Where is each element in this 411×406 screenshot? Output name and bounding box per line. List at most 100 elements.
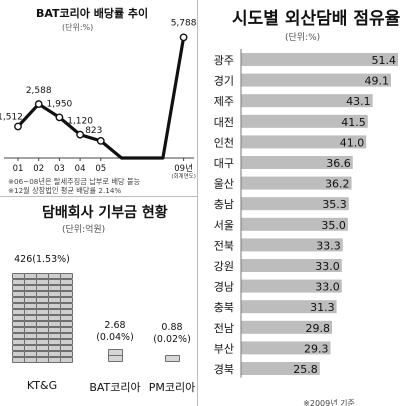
dividend-chart-title: BAT코리아 배당률 추이 bbox=[36, 7, 149, 20]
money-bundle bbox=[60, 321, 73, 327]
share-chart-unit: (단위:%) bbox=[285, 33, 321, 43]
share-bar bbox=[241, 197, 349, 211]
share-value-label: 41.0 bbox=[340, 136, 365, 149]
share-category-label: 강원 bbox=[214, 260, 234, 273]
pmkorea-company-label: PM코리아 bbox=[148, 381, 196, 394]
dividend-note-1: ※06~08년은 탈세추징금 납부로 배당 불능 bbox=[8, 177, 141, 186]
money-bundle bbox=[60, 357, 73, 363]
share-value-label: 25.8 bbox=[293, 363, 318, 376]
share-value-label: 35.0 bbox=[321, 219, 346, 232]
money-bundle bbox=[60, 309, 73, 315]
dividend-value-label: 2,588 bbox=[26, 86, 52, 96]
dividend-point bbox=[179, 33, 188, 42]
share-category-label: 경북 bbox=[214, 363, 234, 376]
dividend-tick-label: 04 bbox=[75, 164, 86, 174]
share-bar bbox=[241, 156, 353, 169]
share-bar bbox=[241, 73, 391, 87]
dividend-tick-label: 05 bbox=[95, 164, 106, 174]
share-value-label: 43.1 bbox=[346, 95, 371, 108]
dividend-chart-panel: BAT코리아 배당률 추이 (단위:%) 1,512 2,588 1,950 1,12… bbox=[0, 0, 196, 196]
dividend-chart-unit: (단위:%) bbox=[62, 23, 94, 32]
panel-divider-horizontal bbox=[0, 196, 197, 197]
share-category-label: 서울 bbox=[214, 219, 234, 232]
ktg-donation-value: 426(1.53%) bbox=[14, 254, 70, 265]
money-bundle bbox=[60, 291, 73, 297]
dividend-value-label: 5,788 bbox=[171, 18, 196, 28]
batkorea-donation-value: 2.68 bbox=[104, 320, 126, 331]
share-footnote: ※2009년 기준 bbox=[303, 398, 355, 406]
dividend-point bbox=[55, 113, 64, 122]
share-bar bbox=[241, 279, 342, 293]
share-category-label: 대전 bbox=[214, 116, 234, 129]
panel-divider-vertical bbox=[197, 0, 198, 406]
dividend-point bbox=[34, 100, 43, 108]
money-bundle bbox=[108, 355, 123, 362]
money-bundle bbox=[60, 279, 73, 285]
share-category-label: 전남 bbox=[214, 322, 234, 335]
ktg-company-label: KT&G bbox=[26, 379, 58, 392]
money-bundle bbox=[60, 303, 73, 309]
batkorea-donation-percent: (0.04%) bbox=[96, 332, 134, 343]
share-category-label: 광주 bbox=[214, 54, 234, 67]
dividend-value-label: 1,950 bbox=[47, 99, 73, 109]
money-bundle bbox=[60, 333, 73, 339]
dividend-note-2: ※12월 상장법인 평균 배당률 2.14% bbox=[8, 186, 122, 195]
share-value-label: 41.5 bbox=[341, 116, 366, 129]
share-category-label: 전북 bbox=[214, 239, 234, 252]
share-category-label: 충북 bbox=[214, 301, 234, 314]
share-bar-chart: 광주 51.4 경기 49.1 제주 43.1 대전 41.5 인천 41.0 대구 36.6 울산 36… bbox=[214, 49, 399, 406]
share-value-label: 33.3 bbox=[316, 239, 341, 252]
money-bundle bbox=[165, 355, 180, 362]
dividend-tick-label: 01 bbox=[13, 164, 24, 174]
share-bar bbox=[241, 176, 352, 190]
dividend-value-label: 1,120 bbox=[67, 117, 93, 127]
share-bar bbox=[241, 341, 331, 355]
money-bundle bbox=[60, 285, 73, 291]
share-value-label: 51.4 bbox=[372, 54, 397, 67]
share-value-label: 36.2 bbox=[325, 178, 350, 191]
share-bar bbox=[241, 238, 343, 252]
share-category-label: 제주 bbox=[214, 95, 234, 108]
dividend-axis-sublabel: (회계연도) bbox=[171, 172, 196, 180]
share-category-label: 충남 bbox=[214, 198, 234, 211]
share-value-label: 29.8 bbox=[306, 322, 331, 335]
share-bar bbox=[241, 300, 337, 314]
dividend-tick-label: 09년 bbox=[174, 163, 193, 174]
share-bar bbox=[241, 217, 348, 231]
pmkorea-donation-percent: (0.02%) bbox=[153, 334, 191, 345]
share-bar bbox=[241, 135, 367, 149]
money-bundle bbox=[60, 339, 73, 345]
batkorea-company-label: BAT코리아 bbox=[89, 381, 141, 394]
donation-chart-panel: 담배회사 기부금 현황 (단위:억원) 426(1.53%) KT&G 2.68 (0… bbox=[0, 196, 196, 406]
money-bundle bbox=[60, 351, 73, 357]
share-category-label: 인천 bbox=[214, 135, 234, 149]
dividend-point bbox=[76, 130, 85, 139]
share-bar bbox=[241, 114, 368, 128]
money-bundle bbox=[108, 349, 123, 356]
dividend-point bbox=[14, 122, 22, 131]
share-value-label: 29.3 bbox=[304, 342, 329, 355]
share-chart-title: 시도별 외산담배 점유율 bbox=[232, 9, 401, 29]
share-chart-panel: 시도별 외산담배 점유율 (단위:%) 광주 51.4 경기 49.1 제주 43.1 대전… bbox=[199, 0, 411, 406]
share-category-label: 경기 bbox=[214, 75, 234, 88]
share-value-label: 31.3 bbox=[310, 301, 335, 314]
share-value-label: 36.6 bbox=[326, 157, 351, 170]
donation-chart-unit: (단위:억원) bbox=[62, 225, 106, 235]
share-category-label: 경남 bbox=[214, 281, 234, 294]
share-category-label: 울산 bbox=[214, 178, 234, 191]
dividend-value-label: 823 bbox=[85, 126, 102, 136]
donation-plot-area: 426(1.53%) KT&G 2.68 (0.04%) BAT코리아 0.88 (0.02… bbox=[0, 196, 196, 406]
money-bundle bbox=[60, 297, 73, 303]
money-bundle bbox=[60, 273, 73, 279]
dividend-point bbox=[96, 136, 105, 145]
dividend-value-label: 1,512 bbox=[0, 113, 23, 123]
money-bundle bbox=[60, 315, 73, 321]
money-bundle bbox=[60, 327, 73, 333]
dividend-tick-label: 02 bbox=[33, 164, 44, 174]
share-bar bbox=[241, 320, 333, 334]
pmkorea-donation-value: 0.88 bbox=[161, 322, 183, 333]
share-bar bbox=[241, 362, 320, 375]
share-bar bbox=[241, 259, 342, 272]
share-bar bbox=[241, 53, 399, 66]
